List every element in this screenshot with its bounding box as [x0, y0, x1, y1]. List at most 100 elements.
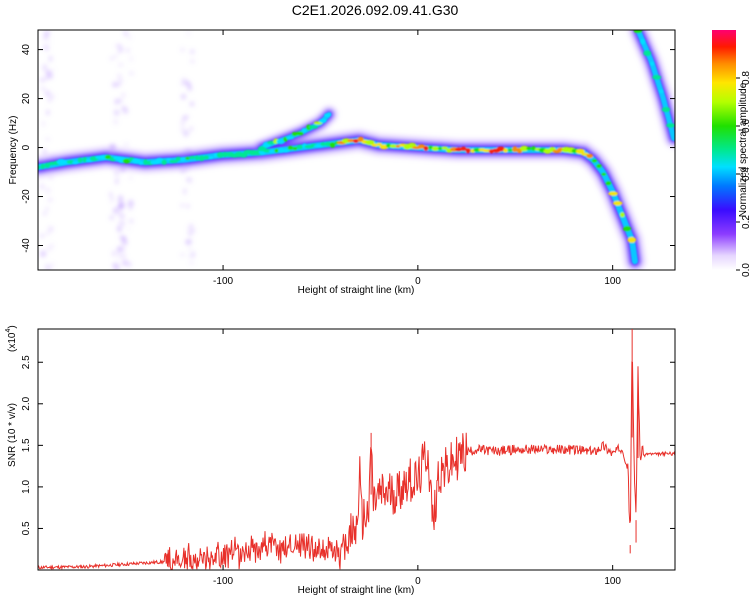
spectrogram-amplitude-blob	[138, 161, 143, 166]
spectrogram-noise	[44, 76, 49, 80]
spectrogram-amplitude-blob	[365, 139, 375, 146]
spectrogram-amplitude-blob	[292, 146, 298, 151]
spectrogram-noise	[117, 225, 120, 232]
spectrogram-noise	[189, 261, 194, 265]
spectrogram-noise	[46, 266, 52, 270]
spectrogram-amplitude-blob	[180, 157, 186, 162]
spectrogram-amplitude-blob	[77, 157, 83, 163]
spectrogram-noise	[180, 253, 185, 257]
spectrogram-noise	[50, 153, 56, 161]
spectrogram-amplitude-blob	[295, 131, 304, 136]
spectrogram-noise	[46, 168, 50, 172]
spectrogram-noise	[180, 204, 184, 207]
spectrogram-noise	[184, 114, 190, 118]
colorbar-tick-label: 0.6	[741, 119, 750, 133]
spectrogram-amplitude-blob	[526, 146, 532, 151]
spectrogram-noise	[180, 48, 185, 52]
snr-ylabel: SNR (10 * v/v)	[7, 403, 18, 467]
spectrogram-amplitude-blob	[389, 144, 397, 148]
colorbar-label: Normalized spectral amplitude	[738, 82, 749, 217]
spectrogram-amplitude-blob	[591, 158, 598, 163]
spectrogram-noise	[118, 63, 124, 67]
spectrogram-noise	[42, 149, 47, 155]
spectrogram-noise	[116, 259, 119, 263]
spectrogram-noise	[129, 218, 134, 224]
spectrogram-noise	[180, 120, 185, 126]
svg-text:(x104): (x104)	[5, 325, 18, 352]
spectrogram-noise	[190, 49, 195, 55]
spectrogram-noise	[40, 183, 44, 190]
colorbar-ticks: 0.0 0.2 0.4 0.6 0.8	[736, 71, 750, 277]
spectrogram-noise	[122, 246, 126, 253]
spectrogram-noise	[118, 196, 123, 203]
spectrogram-amplitude-blob	[620, 212, 625, 218]
spectrogram-noise	[48, 198, 53, 202]
spectrogram-amplitude-blob	[376, 142, 382, 146]
spectrogram-noise	[51, 68, 55, 72]
spectrogram-noise	[181, 78, 187, 81]
spectrogram-amplitude-blob	[203, 155, 210, 160]
spectrogram-ylabel: Frequency (Hz)	[8, 116, 19, 185]
snr-ytick-label: 2.5	[21, 355, 32, 369]
spectrogram-noise	[114, 170, 119, 177]
spectrogram-noise	[186, 148, 192, 154]
spectrogram-noise	[181, 80, 185, 87]
spectrogram-noise	[114, 263, 120, 270]
spectrogram-noise	[117, 204, 123, 210]
spectrogram-noise	[121, 93, 126, 97]
spectrogram-ytick-label: 40	[21, 44, 32, 56]
spectrogram-noise	[128, 71, 134, 76]
spectrogram-noise	[123, 31, 128, 35]
spectrogram-noise	[115, 178, 119, 185]
spectrogram-noise	[49, 74, 53, 79]
spectrogram-amplitude-blob	[496, 146, 506, 152]
spectrogram-noise	[49, 55, 53, 62]
spectrogram-amplitude-blob	[352, 139, 359, 143]
spectrogram-noise	[113, 118, 119, 125]
spectrogram-noise	[122, 214, 126, 218]
spectrogram-noise	[109, 145, 113, 149]
spectrogram-amplitude-blob	[38, 165, 41, 170]
spectrogram-noise	[127, 199, 134, 207]
spectrogram-noise	[190, 223, 193, 229]
spectrogram-noise	[109, 215, 115, 220]
spectrogram-amplitude-blob	[313, 144, 324, 148]
snr-series-line	[38, 361, 675, 570]
spectrogram-noise	[118, 79, 124, 82]
snr-xlabel: Height of straight line (km)	[298, 585, 415, 596]
spectrogram-amplitude-blob	[503, 148, 508, 153]
spectrogram-amplitude-blob	[601, 172, 607, 176]
spectrogram-noise	[42, 43, 48, 47]
spectrogram-amplitude-blob	[324, 113, 331, 118]
snr-frame	[37, 328, 676, 571]
spectrogram-amplitude-blob	[213, 152, 218, 158]
snr-ytick-label: 0.5	[21, 521, 32, 535]
spectrogram-noise	[187, 31, 190, 35]
spectrogram-noise	[186, 204, 190, 208]
snr-xtick-label: 0	[415, 576, 421, 587]
spectrogram-xlabel: Height of straight line (km)	[298, 285, 415, 296]
spectrogram-ytick-label: -20	[21, 189, 32, 204]
spectrogram-noise	[128, 205, 133, 211]
colorbar-tick-label: 0.8	[741, 71, 750, 85]
spectrogram-noise	[117, 73, 122, 81]
spectrogram-amplitude-blob	[72, 160, 79, 165]
spectrogram-noise	[127, 261, 132, 268]
spectrogram-noise	[121, 106, 127, 110]
spectrogram-amplitude-blob	[166, 157, 172, 161]
spectrogram-noise	[113, 110, 120, 116]
spectrogram-amplitude-blob	[613, 201, 623, 206]
spectrogram-amplitude-blob	[417, 144, 426, 149]
spectrogram-noise	[117, 82, 121, 87]
spectrogram-noise	[183, 188, 186, 195]
spectrogram-noise	[46, 246, 52, 251]
spectrogram-amplitude-blob	[329, 142, 336, 148]
spectrogram-noise	[185, 168, 190, 171]
spectrogram-noise	[46, 40, 52, 43]
spectrogram-amplitude-blob	[441, 146, 448, 150]
spectrogram-amplitude-blob	[431, 146, 439, 151]
spectrogram-amplitude-blob	[286, 136, 295, 140]
spectrogram-noise	[44, 46, 50, 51]
spectrogram-noise	[191, 251, 196, 258]
spectrogram-noise	[189, 126, 193, 132]
